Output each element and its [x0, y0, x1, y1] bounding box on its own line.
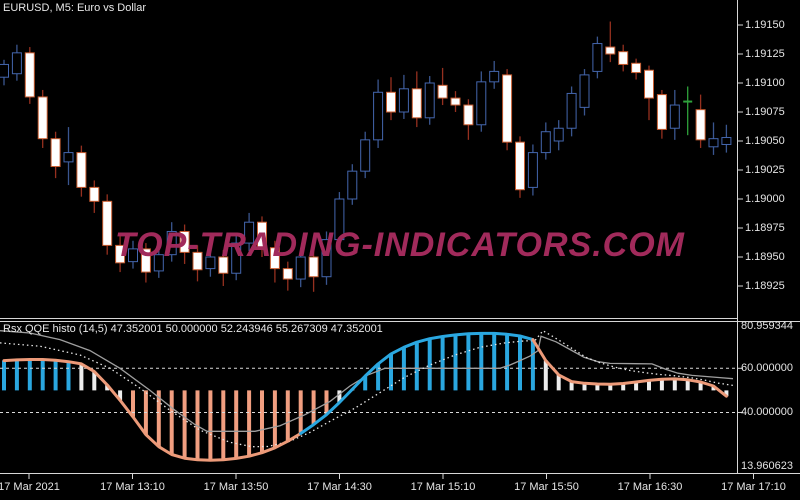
indicator-axis-label: 80.959344: [741, 320, 793, 332]
candle-body: [540, 131, 551, 154]
candle-body: [476, 81, 487, 126]
candle-body: [205, 256, 216, 270]
price-axis-label: 1.18975: [745, 222, 785, 234]
candle-body: [282, 268, 293, 280]
qqe-slow-line: [0, 330, 734, 432]
price-axis-label: 1.19050: [745, 135, 785, 147]
candle-body: [566, 92, 577, 129]
candle-body: [179, 230, 190, 253]
candle-body: [631, 62, 642, 74]
time-axis-label: 17 Mar 16:30: [617, 481, 683, 493]
candle-body: [257, 221, 267, 249]
candle-body: [721, 137, 732, 145]
candle-body: [527, 152, 538, 188]
candle-body: [618, 51, 629, 65]
candle-body: [347, 170, 358, 200]
rsx-line-blue: [299, 331, 535, 435]
indicator-histogram-layer: [2, 333, 729, 461]
candle-body: [231, 242, 242, 274]
qqe-fast-line: [0, 329, 734, 448]
price-axis-label: 1.18925: [745, 280, 785, 292]
price-axis-label: 1.19100: [745, 77, 785, 89]
symbol-title: EURUSD, M5: Euro vs Dollar: [3, 2, 147, 14]
indicator-title: Rsx QQE histo (14,5) 47.352001 50.000000…: [3, 323, 383, 335]
candle-body: [398, 88, 409, 113]
candle-body: [0, 63, 9, 78]
indicator-axis-label: 40.000000: [741, 406, 793, 419]
candle-body: [644, 69, 654, 99]
candle-body: [656, 94, 667, 130]
time-axis-label: 17 Mar 13:10: [100, 481, 165, 493]
time-axis-label: 17 Mar 15:50: [514, 481, 579, 493]
time-axis-label: 17 Mar 2021: [0, 481, 60, 493]
candle-body: [669, 104, 680, 129]
candle-body: [63, 152, 74, 163]
candle-body: [386, 91, 396, 113]
price-axis-label: 1.19025: [745, 164, 785, 176]
candle-body: [695, 109, 706, 141]
indicator-lines-layer: [0, 329, 737, 462]
candle-body: [153, 254, 164, 272]
candle-body: [295, 256, 306, 280]
candle-body: [11, 52, 22, 75]
time-axis-label: 17 Mar 15:10: [410, 481, 476, 493]
time-axis-label: 17 Mar 17:10: [721, 481, 786, 493]
candle-body: [450, 97, 461, 106]
candle-body: [269, 247, 280, 270]
candle-body: [515, 141, 525, 191]
price-axis-label: 1.19000: [745, 193, 785, 205]
candle-body: [140, 248, 151, 273]
candle-body: [24, 52, 35, 98]
candle-body: [553, 127, 564, 142]
rsx-line-salmon: [2, 358, 303, 462]
candle-body: [128, 248, 138, 263]
candle-body: [166, 230, 177, 256]
time-axis-label: 17 Mar 13:50: [203, 481, 269, 493]
candle-body: [502, 74, 513, 143]
candles-layer: [0, 21, 732, 292]
watermark-text: TOP-TRADING-INDICATORS.COM: [115, 226, 685, 264]
candle-body: [334, 198, 345, 241]
candle-body: [89, 186, 100, 202]
candle-body: [115, 244, 126, 264]
candle-body: [192, 251, 203, 271]
candle-body: [76, 152, 87, 188]
candle-body: [605, 46, 616, 55]
price-axis-label: 1.18950: [745, 251, 785, 263]
candle-body: [244, 221, 255, 244]
rsx-line-salmon: [531, 338, 728, 398]
candle-body: [50, 138, 61, 168]
candle-body: [411, 88, 422, 119]
candle-body: [102, 200, 113, 246]
candle-body: [708, 138, 719, 148]
price-axis-label: 1.19075: [745, 106, 785, 118]
candle-body: [579, 74, 590, 108]
time-axis-label: 17 Mar 14:30: [307, 481, 372, 493]
indicator-axis-label: 13.960623: [741, 460, 793, 472]
candle-body: [463, 104, 474, 126]
candle-body: [321, 239, 332, 278]
candle-body: [360, 139, 371, 172]
candle-body: [489, 70, 500, 83]
price-axis-label: 1.19125: [745, 48, 785, 60]
candle-body: [37, 96, 48, 140]
candle-body: [424, 82, 435, 119]
candle-body: [218, 256, 229, 274]
candle-body: [437, 84, 448, 99]
candle-body: [308, 256, 319, 278]
axes-layer: [0, 0, 800, 479]
price-axis-label: 1.19150: [745, 19, 785, 31]
candle-body: [373, 91, 384, 141]
candle-body: [592, 43, 603, 72]
indicator-axis-label: 60.000000: [741, 362, 793, 375]
